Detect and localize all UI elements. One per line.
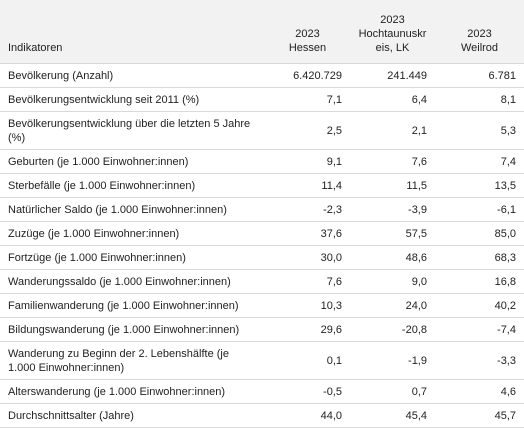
- value-cell: 241.449: [350, 63, 435, 88]
- table-body: Bevölkerung (Anzahl) 6.420.729 241.449 6.78…: [0, 63, 524, 428]
- table-row: Bevölkerungsentwicklung über die letzten…: [0, 111, 524, 150]
- value-cell: -3,9: [350, 197, 435, 222]
- value-cell: 16,8: [435, 269, 524, 294]
- value-cell: 7,6: [350, 149, 435, 174]
- header-cell: 2023 Hochtaunuskreis, LK: [350, 0, 435, 64]
- value-cell: 0,7: [350, 379, 435, 404]
- value-cell: 45,7: [435, 403, 524, 428]
- table-row: Natürlicher Saldo (je 1.000 Einwohner:in…: [0, 197, 524, 222]
- value-cell: 9,0: [350, 269, 435, 294]
- table-row: Zuzüge (je 1.000 Einwohner:innen) 37,6 57,…: [0, 221, 524, 246]
- header-year: 2023: [380, 14, 405, 26]
- table-row: Bevölkerung (Anzahl) 6.420.729 241.449 6.78…: [0, 63, 524, 88]
- value-cell: 10,3: [265, 293, 350, 318]
- value-cell: 6.781: [435, 63, 524, 88]
- header-year: 2023: [467, 28, 492, 40]
- header-name: Hessen: [288, 42, 327, 54]
- value-cell: 7,1: [265, 87, 350, 112]
- table-row: Bevölkerungsentwicklung seit 2011 (%) 7,1…: [0, 87, 524, 112]
- value-cell: 2,1: [350, 111, 435, 150]
- value-cell: 5,3: [435, 111, 524, 150]
- table-row: Durchschnittsalter (Jahre) 44,0 45,4 45,7: [0, 403, 524, 428]
- value-cell: 6.420.729: [265, 63, 350, 88]
- table-row: Wanderungssaldo (je 1.000 Einwohner:inne…: [0, 269, 524, 294]
- value-cell: 7,6: [265, 269, 350, 294]
- table-row: Bildungswanderung (je 1.000 Einwohner:in…: [0, 317, 524, 342]
- indicator-cell: Bevölkerungsentwicklung über die letzten…: [0, 111, 265, 150]
- value-cell: -2,3: [265, 197, 350, 222]
- value-cell: 7,4: [435, 149, 524, 174]
- value-cell: 4,6: [435, 379, 524, 404]
- table-row: Fortzüge (je 1.000 Einwohner:innen) 30,0 4…: [0, 245, 524, 270]
- indicator-cell: Alterswanderung (je 1.000 Einwohner:inne…: [0, 379, 265, 404]
- value-cell: -3,3: [435, 341, 524, 380]
- value-cell: 85,0: [435, 221, 524, 246]
- value-cell: 13,5: [435, 173, 524, 198]
- value-cell: 57,5: [350, 221, 435, 246]
- header-year: 2023: [295, 28, 320, 40]
- indicator-cell: Zuzüge (je 1.000 Einwohner:innen): [0, 221, 265, 246]
- header-cell: Indikatoren: [0, 0, 265, 64]
- table-row: Wanderung zu Beginn der 2. Lebenshälfte …: [0, 341, 524, 380]
- value-cell: -1,9: [350, 341, 435, 380]
- indicator-cell: Sterbefälle (je 1.000 Einwohner:innen): [0, 173, 265, 198]
- value-cell: -20,8: [350, 317, 435, 342]
- value-cell: -0,5: [265, 379, 350, 404]
- header-cell: 2023 Hessen: [265, 0, 350, 64]
- value-cell: -7,4: [435, 317, 524, 342]
- header-row: Indikatoren 2023 Hessen 2023 Hochtaunuskreis…: [0, 0, 524, 64]
- indicator-cell: Natürlicher Saldo (je 1.000 Einwohner:in…: [0, 197, 265, 222]
- value-cell: 0,1: [265, 341, 350, 380]
- value-cell: 30,0: [265, 245, 350, 270]
- header-name: Weilrod: [460, 42, 499, 54]
- value-cell: 2,5: [265, 111, 350, 150]
- header-name: Hochtaunuskreis, LK: [358, 28, 427, 54]
- value-cell: 40,2: [435, 293, 524, 318]
- value-cell: 24,0: [350, 293, 435, 318]
- value-cell: 37,6: [265, 221, 350, 246]
- indicator-cell: Bevölkerung (Anzahl): [0, 63, 265, 88]
- indicator-cell: Durchschnittsalter (Jahre): [0, 403, 265, 428]
- value-cell: 9,1: [265, 149, 350, 174]
- value-cell: 11,5: [350, 173, 435, 198]
- value-cell: 48,6: [350, 245, 435, 270]
- value-cell: 45,4: [350, 403, 435, 428]
- table-row: Geburten (je 1.000 Einwohner:innen) 9,1 7,…: [0, 149, 524, 174]
- table-row: Familienwanderung (je 1.000 Einwohner:in…: [0, 293, 524, 318]
- value-cell: 44,0: [265, 403, 350, 428]
- value-cell: 6,4: [350, 87, 435, 112]
- header-cell: 2023 Weilrod: [435, 0, 524, 64]
- value-cell: 68,3: [435, 245, 524, 270]
- value-cell: 8,1: [435, 87, 524, 112]
- indicator-cell: Geburten (je 1.000 Einwohner:innen): [0, 149, 265, 174]
- value-cell: -6,1: [435, 197, 524, 222]
- indicator-cell: Fortzüge (je 1.000 Einwohner:innen): [0, 245, 265, 270]
- indicator-cell: Wanderungssaldo (je 1.000 Einwohner:inne…: [0, 269, 265, 294]
- table-row: Alterswanderung (je 1.000 Einwohner:inne…: [0, 379, 524, 404]
- indicator-cell: Familienwanderung (je 1.000 Einwohner:in…: [0, 293, 265, 318]
- value-cell: 29,6: [265, 317, 350, 342]
- table-row: Sterbefälle (je 1.000 Einwohner:innen) 11…: [0, 173, 524, 198]
- indicator-cell: Bildungswanderung (je 1.000 Einwohner:in…: [0, 317, 265, 342]
- indicator-cell: Bevölkerungsentwicklung seit 2011 (%): [0, 87, 265, 112]
- header-label: Indikatoren: [8, 42, 63, 54]
- value-cell: 11,4: [265, 173, 350, 198]
- indicator-cell: Wanderung zu Beginn der 2. Lebenshälfte …: [0, 341, 265, 380]
